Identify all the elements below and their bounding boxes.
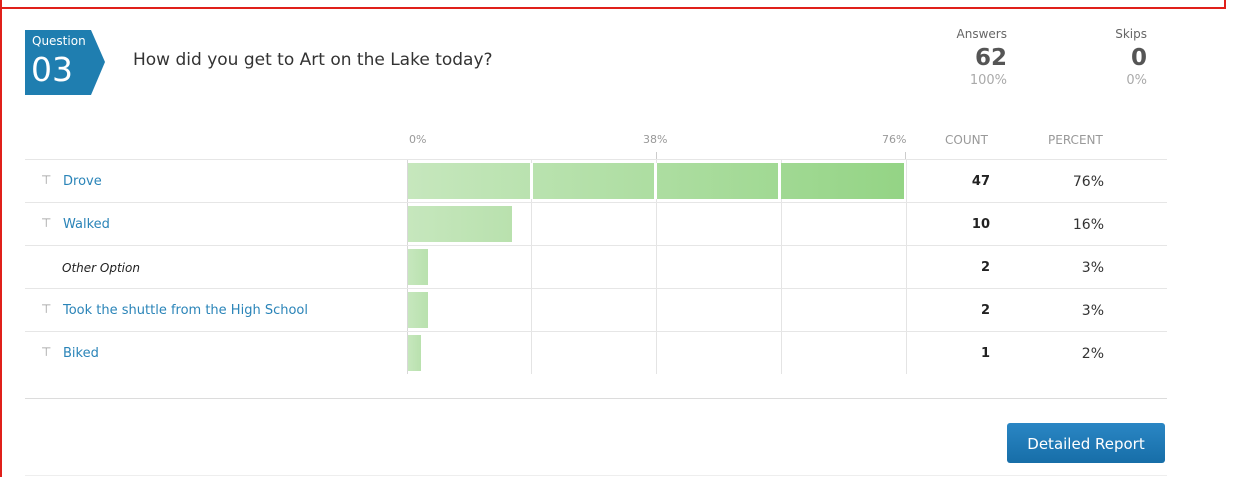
skips-stat: Skips 0 0% (1040, 27, 1147, 88)
count-value: 10 (971, 217, 990, 232)
bar-segment-gap (654, 163, 657, 199)
row-divider (25, 202, 1167, 203)
grid-line (531, 160, 532, 374)
row-divider (25, 288, 1167, 289)
skips-percent: 0% (1126, 73, 1147, 88)
bar-walked (408, 206, 512, 242)
count-value: 2 (980, 260, 990, 275)
answers-percent: 100% (969, 73, 1007, 88)
percent-value: 76% (1072, 174, 1104, 190)
count-value: 1 (980, 346, 990, 361)
grid-line (656, 160, 657, 374)
answer-link-walked[interactable]: Walked (63, 217, 110, 232)
percent-value: 16% (1072, 217, 1104, 233)
panel-bottom-divider (25, 475, 1167, 476)
answer-label-other-option: Other Option (62, 261, 140, 275)
answer-link-biked[interactable]: Biked (63, 346, 99, 361)
percent-value: 3% (1081, 303, 1104, 319)
answers-stat: Answers 62 100% (900, 27, 1007, 88)
filter-icon[interactable]: ⊤ (41, 216, 52, 230)
bar-segment-gap (778, 163, 781, 199)
filter-icon[interactable]: ⊤ (41, 345, 52, 359)
answer-link-shuttle[interactable]: Took the shuttle from the High School (63, 303, 308, 318)
percent-value: 2% (1081, 346, 1104, 362)
axis-tick-label-1: 38% (643, 133, 668, 146)
filter-icon[interactable]: ⊤ (41, 173, 52, 187)
axis-line (407, 160, 408, 374)
count-column-header: COUNT (945, 133, 988, 147)
question-number: 03 (31, 50, 73, 89)
question-title: How did you get to Art on the Lake today… (133, 50, 493, 70)
axis-tick-mark-1 (656, 152, 657, 160)
bar-biked (408, 335, 421, 371)
bar-segment-gap (530, 163, 533, 199)
axis-tick-mark-2 (905, 152, 906, 160)
answers-count: 62 (974, 45, 1007, 71)
axis-tick-label-2: 76% (882, 133, 907, 146)
detailed-report-button[interactable]: Detailed Report (1007, 423, 1165, 463)
question-badge: Question 03 (25, 30, 105, 95)
question-badge-label: Question (32, 34, 86, 48)
axis-tick-label-0: 0% (409, 133, 427, 146)
row-divider (25, 159, 1167, 160)
grid-line (781, 160, 782, 374)
bar-took-the-shuttle-from-the-high-school (408, 292, 428, 328)
filter-icon[interactable]: ⊤ (41, 302, 52, 316)
frame-left-border (0, 0, 2, 477)
percent-column-header: PERCENT (1048, 133, 1103, 147)
bar-other-option (408, 249, 428, 285)
frame-top-border (0, 0, 1226, 9)
grid-line (906, 160, 907, 374)
answers-label: Answers (956, 27, 1007, 41)
answer-link-drove[interactable]: Drove (63, 174, 102, 189)
count-value: 47 (971, 174, 990, 189)
count-value: 2 (980, 303, 990, 318)
skips-count: 0 (1130, 45, 1147, 71)
skips-label: Skips (1115, 27, 1147, 41)
table-bottom-divider (25, 398, 1167, 399)
row-divider (25, 331, 1167, 332)
row-divider (25, 245, 1167, 246)
percent-value: 3% (1081, 260, 1104, 276)
